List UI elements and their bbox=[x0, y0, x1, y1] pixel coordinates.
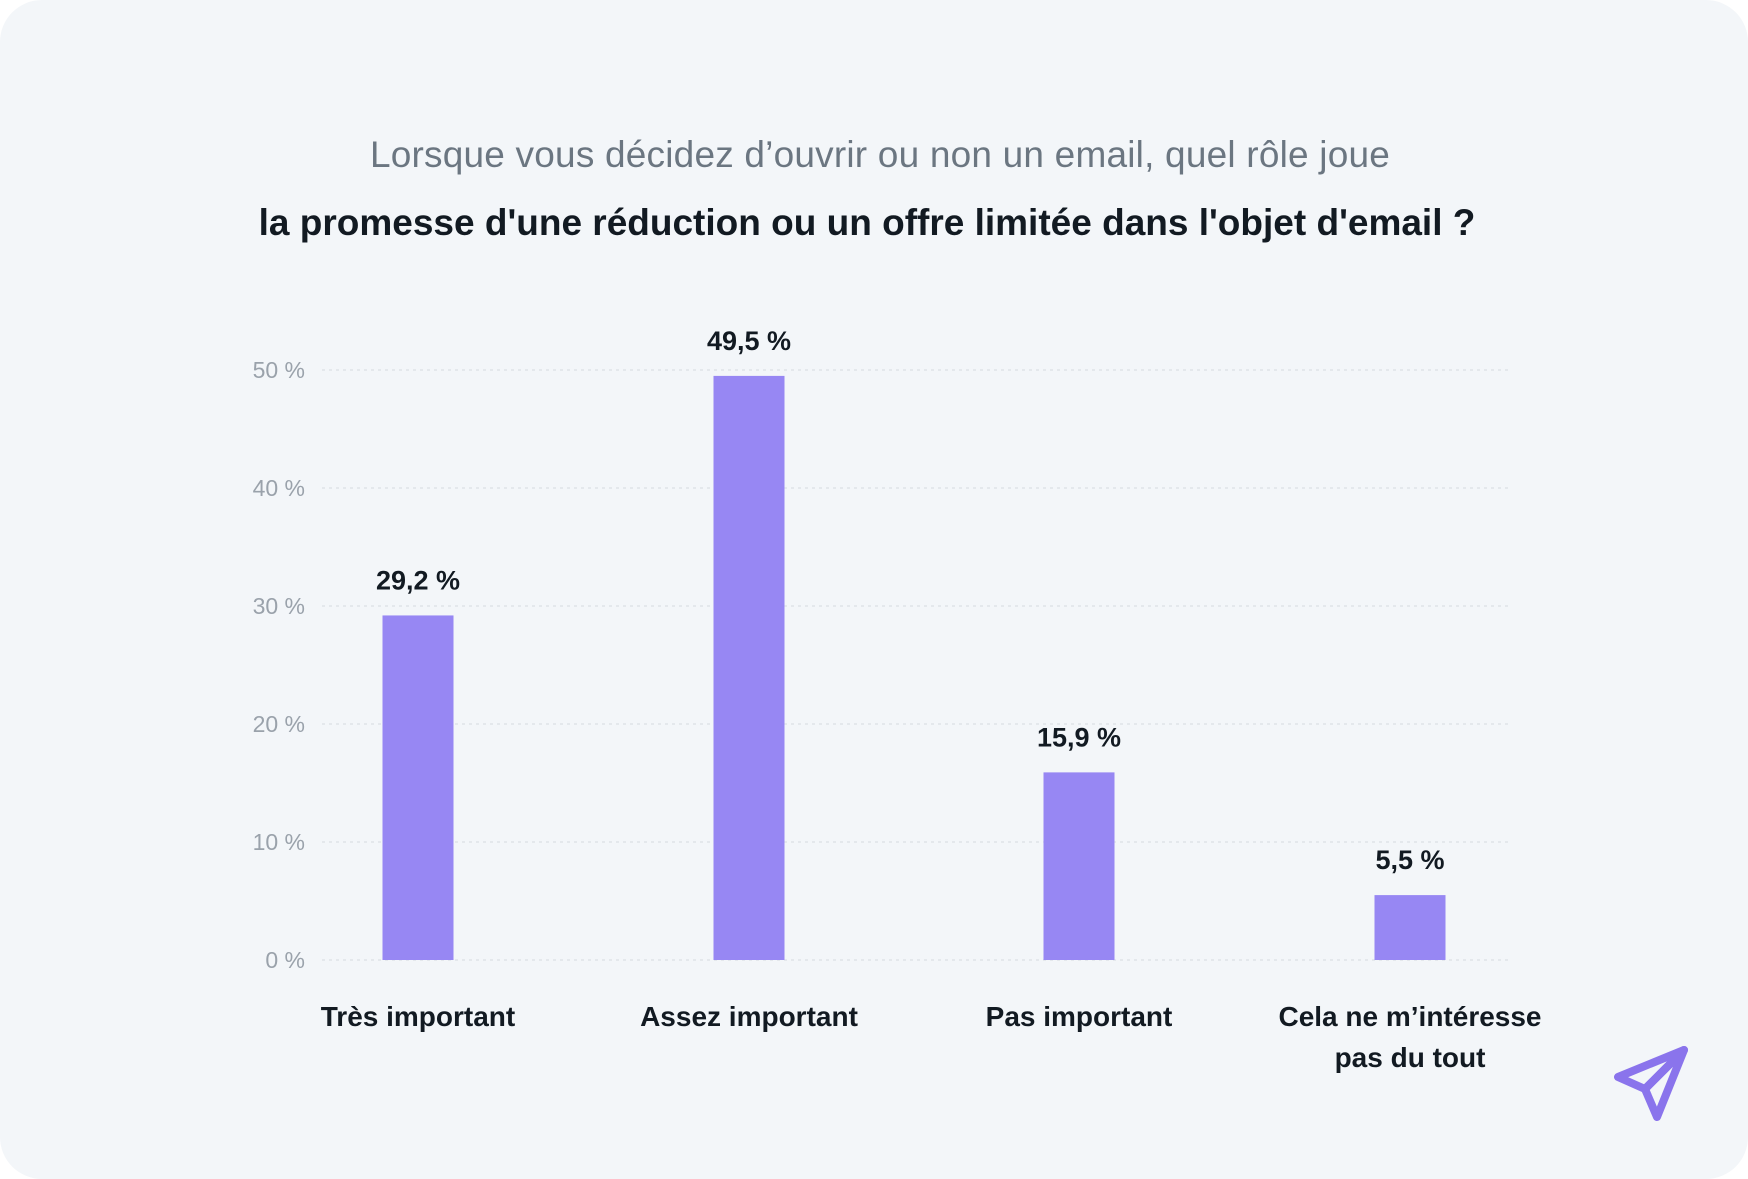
y-tick-label: 20 % bbox=[253, 711, 305, 737]
data-label: 5,5 % bbox=[1375, 845, 1444, 875]
y-tick-label: 40 % bbox=[253, 475, 305, 501]
data-label: 15,9 % bbox=[1037, 722, 1121, 752]
bar bbox=[1043, 772, 1115, 960]
y-tick-label: 50 % bbox=[253, 357, 305, 383]
y-tick-label: 30 % bbox=[253, 593, 305, 619]
x-category-label: pas du tout bbox=[1335, 1042, 1486, 1073]
x-category-label: Assez important bbox=[640, 1001, 858, 1032]
bar bbox=[382, 615, 454, 960]
bar bbox=[713, 375, 785, 960]
chart-title: la promesse d'une réduction ou un offre … bbox=[258, 202, 1476, 243]
y-tick-label: 10 % bbox=[253, 829, 305, 855]
y-tick-label: 0 % bbox=[265, 947, 305, 973]
chart-subtitle: Lorsque vous décidez d’ouvrir ou non un … bbox=[369, 134, 1391, 175]
data-label: 49,5 % bbox=[707, 326, 791, 356]
x-category-label: Pas important bbox=[986, 1001, 1173, 1032]
data-label: 29,2 % bbox=[376, 565, 460, 595]
x-category-label: Très important bbox=[321, 1001, 515, 1032]
x-category-label: Cela ne m’intéresse bbox=[1278, 1001, 1541, 1032]
paper-plane-icon bbox=[1614, 1046, 1688, 1121]
bar bbox=[1374, 895, 1446, 960]
